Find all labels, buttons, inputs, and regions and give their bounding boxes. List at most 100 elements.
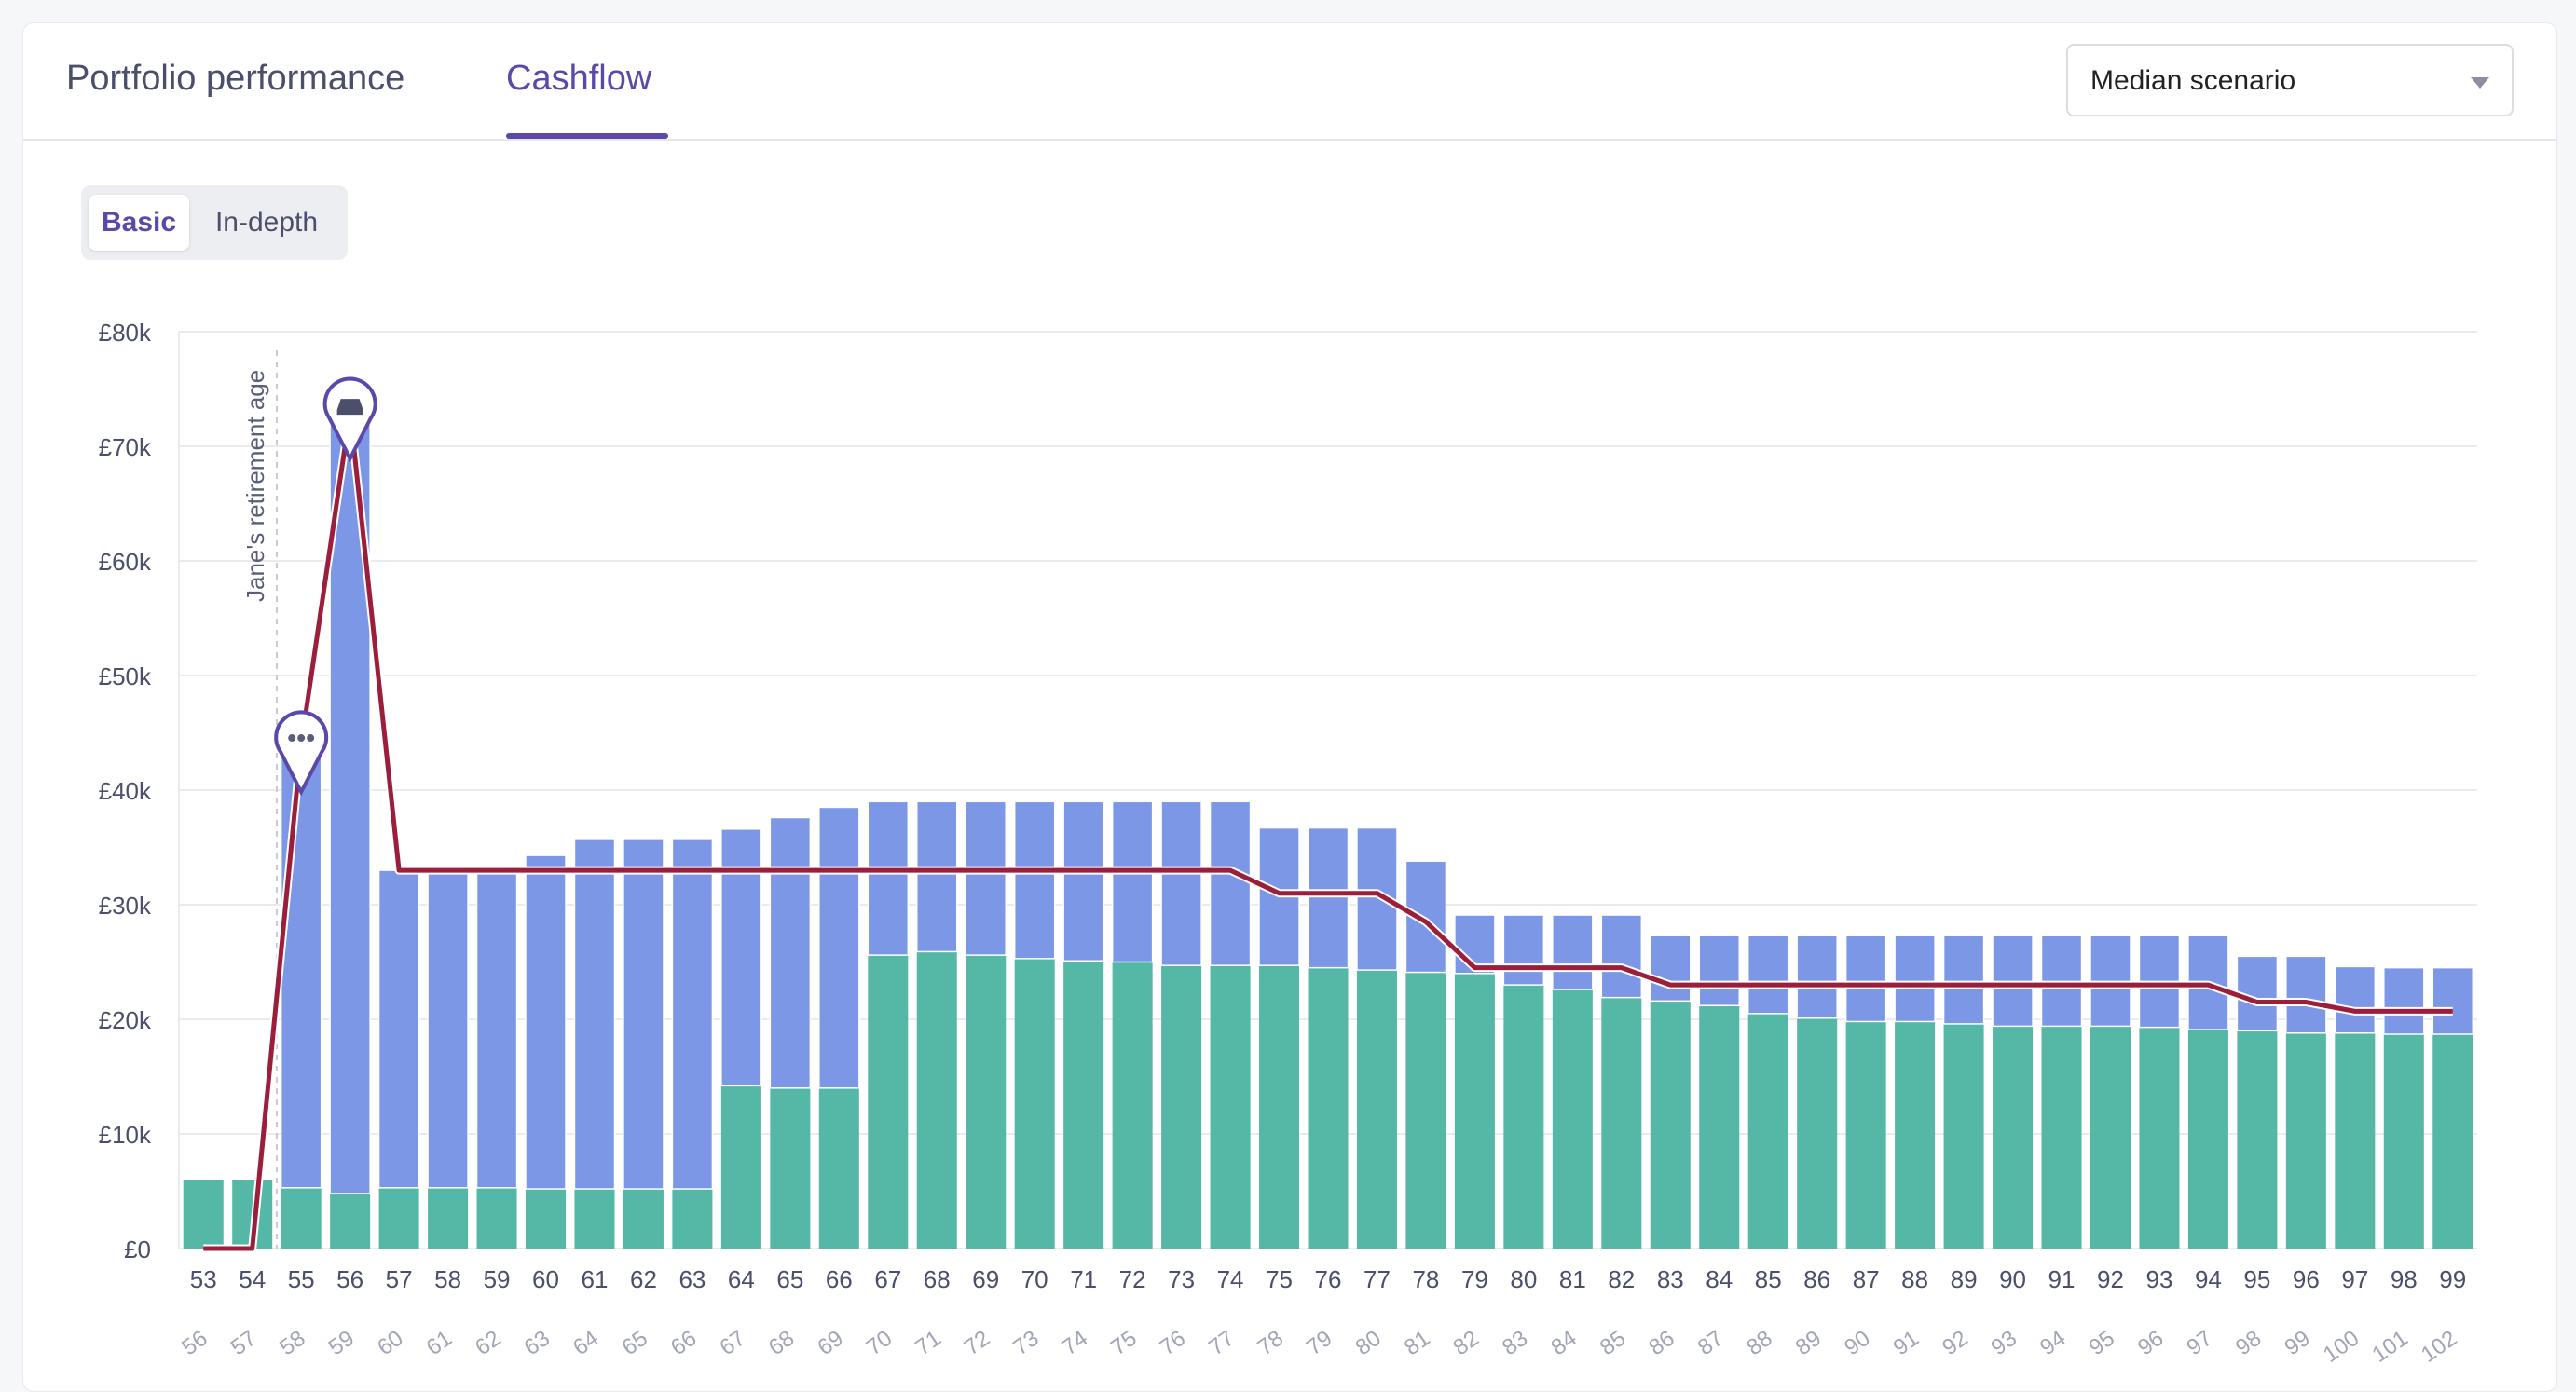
bar-segment[interactable] bbox=[867, 800, 910, 956]
bar-segment[interactable] bbox=[2432, 966, 2474, 1035]
bar-segment[interactable] bbox=[2383, 966, 2425, 1035]
x-tick-label: 79 bbox=[1461, 1265, 1488, 1293]
x-tick-label: 64 bbox=[728, 1265, 755, 1293]
event-marker-pin[interactable] bbox=[322, 376, 377, 463]
bar-segment[interactable] bbox=[1503, 985, 1544, 1249]
bar-segment[interactable] bbox=[1063, 961, 1104, 1249]
bar-segment[interactable] bbox=[377, 869, 420, 1189]
bar-segment[interactable] bbox=[1894, 935, 1936, 1023]
bar-segment[interactable] bbox=[1259, 965, 1300, 1249]
bar-segment[interactable] bbox=[1502, 914, 1545, 986]
bar-segment[interactable] bbox=[1600, 914, 1643, 999]
bar-segment[interactable] bbox=[1210, 965, 1251, 1249]
secondary-x-tick-label: 82 bbox=[1448, 1326, 1483, 1360]
bar-segment[interactable] bbox=[2187, 1030, 2228, 1249]
bar-segment[interactable] bbox=[573, 839, 616, 1190]
bar-segment[interactable] bbox=[916, 951, 957, 1249]
bar-segment[interactable] bbox=[770, 1087, 811, 1249]
bar-segment[interactable] bbox=[1797, 1017, 1838, 1249]
bar-segment[interactable] bbox=[1307, 826, 1350, 969]
bar-segment[interactable] bbox=[1650, 1001, 1691, 1249]
bar-segment[interactable] bbox=[280, 744, 322, 1189]
bar-segment[interactable] bbox=[868, 955, 909, 1249]
bar-segment[interactable] bbox=[818, 1087, 859, 1249]
bar-segment[interactable] bbox=[1209, 800, 1252, 966]
y-tick-label: £30k bbox=[99, 892, 152, 920]
bar-segment[interactable] bbox=[475, 869, 518, 1189]
bar-segment[interactable] bbox=[476, 1187, 517, 1249]
secondary-x-tick-label: 58 bbox=[275, 1326, 309, 1360]
bar-segment[interactable] bbox=[1308, 967, 1349, 1249]
x-tick-label: 93 bbox=[2145, 1265, 2172, 1293]
bar-segment[interactable] bbox=[2237, 1030, 2278, 1249]
bar-segment[interactable] bbox=[2335, 1032, 2376, 1249]
bar-segment[interactable] bbox=[281, 1187, 322, 1249]
basic-view-button[interactable]: Basic bbox=[89, 195, 189, 251]
bar-segment[interactable] bbox=[1699, 1005, 1740, 1249]
x-tick-label: 73 bbox=[1168, 1265, 1195, 1293]
y-tick-label: £0 bbox=[124, 1235, 151, 1263]
bar-segment[interactable] bbox=[2139, 1027, 2180, 1249]
secondary-x-tick-label: 85 bbox=[1596, 1326, 1630, 1360]
bar-segment[interactable] bbox=[2334, 965, 2377, 1034]
bar-segment[interactable] bbox=[671, 839, 714, 1190]
bar-segment[interactable] bbox=[1895, 1021, 1936, 1249]
bar-segment[interactable] bbox=[1993, 1026, 2034, 1249]
in-depth-view-button[interactable]: In-depth bbox=[214, 207, 319, 238]
bar-segment[interactable] bbox=[1601, 997, 1642, 1249]
bar-segment[interactable] bbox=[769, 816, 812, 1089]
bar-segment[interactable] bbox=[1405, 972, 1446, 1249]
bar-segment[interactable] bbox=[574, 1189, 615, 1249]
bar-segment[interactable] bbox=[1747, 1013, 1788, 1249]
bar-segment[interactable] bbox=[1160, 800, 1202, 966]
bar-segment[interactable] bbox=[1845, 1021, 1886, 1249]
bar-segment[interactable] bbox=[1161, 965, 1202, 1249]
bar-segment[interactable] bbox=[720, 1085, 761, 1249]
bar-segment[interactable] bbox=[1014, 958, 1055, 1249]
bar-segment[interactable] bbox=[623, 1189, 664, 1249]
bar-segment[interactable] bbox=[1552, 914, 1594, 990]
bar-segment[interactable] bbox=[2041, 1026, 2082, 1249]
bar-segment[interactable] bbox=[1013, 800, 1056, 960]
bar-segment[interactable] bbox=[428, 1187, 469, 1249]
bar-segment[interactable] bbox=[525, 1189, 567, 1249]
bar-segment[interactable] bbox=[378, 1187, 419, 1249]
bar-segment[interactable] bbox=[2383, 1033, 2424, 1249]
secondary-x-tick-label: 59 bbox=[324, 1326, 359, 1360]
bar-segment[interactable] bbox=[525, 854, 567, 1190]
bar-segment[interactable] bbox=[2432, 1033, 2473, 1249]
bar-segment[interactable] bbox=[818, 806, 860, 1089]
x-tick-label: 98 bbox=[2391, 1265, 2418, 1293]
bar-segment[interactable] bbox=[1698, 935, 1741, 1006]
event-marker-pin[interactable] bbox=[274, 710, 329, 797]
bar-segment[interactable] bbox=[966, 955, 1007, 1249]
bar-segment[interactable] bbox=[965, 800, 1007, 956]
bar-segment[interactable] bbox=[1112, 962, 1153, 1249]
bar-segment[interactable] bbox=[2090, 1026, 2131, 1249]
secondary-x-tick-label: 93 bbox=[1987, 1326, 2021, 1360]
bar-segment[interactable] bbox=[427, 869, 469, 1189]
bar-segment[interactable] bbox=[672, 1189, 713, 1249]
bar-segment[interactable] bbox=[183, 1180, 224, 1249]
bar-segment[interactable] bbox=[2285, 955, 2327, 1034]
scenario-select[interactable]: Median scenario bbox=[2066, 44, 2514, 116]
bar-segment[interactable] bbox=[1062, 800, 1104, 962]
bar-segment[interactable] bbox=[1454, 973, 1495, 1249]
bar-segment[interactable] bbox=[1111, 800, 1154, 963]
bar-segment[interactable] bbox=[915, 800, 958, 953]
bar-segment[interactable] bbox=[1796, 935, 1838, 1019]
bar-segment[interactable] bbox=[1552, 989, 1593, 1249]
bar-segment[interactable] bbox=[1650, 935, 1692, 1003]
bar-segment[interactable] bbox=[1844, 935, 1887, 1023]
bar-segment[interactable] bbox=[623, 839, 665, 1190]
bar-segment[interactable] bbox=[2285, 1032, 2326, 1249]
bar-segment[interactable] bbox=[1943, 1023, 1984, 1249]
bar-segment[interactable] bbox=[330, 1193, 371, 1249]
tab-portfolio-performance[interactable]: Portfolio performance bbox=[66, 59, 405, 98]
x-tick-label: 81 bbox=[1559, 1265, 1586, 1293]
secondary-x-tick-label: 86 bbox=[1644, 1326, 1679, 1360]
bar-segment[interactable] bbox=[1356, 970, 1397, 1249]
tab-cashflow[interactable]: Cashflow bbox=[506, 59, 652, 98]
bar-segment[interactable] bbox=[1942, 935, 1985, 1025]
bar-segment[interactable] bbox=[1747, 935, 1789, 1015]
